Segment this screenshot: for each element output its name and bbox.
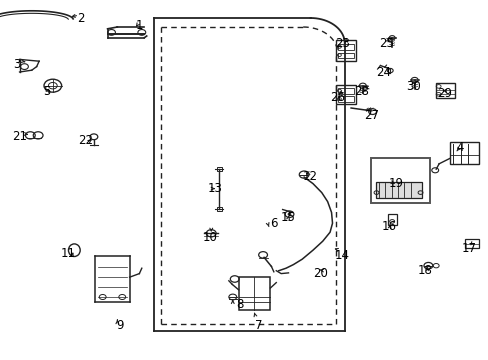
Bar xyxy=(338,88,353,94)
Text: 19: 19 xyxy=(388,177,403,190)
Text: 23: 23 xyxy=(334,37,349,50)
Bar xyxy=(338,96,353,102)
Text: 8: 8 xyxy=(235,298,243,311)
Text: 25: 25 xyxy=(378,37,393,50)
Text: 15: 15 xyxy=(281,211,295,224)
Bar xyxy=(464,239,478,248)
Bar xyxy=(216,167,221,171)
Text: 9: 9 xyxy=(116,319,123,332)
Bar xyxy=(449,142,478,164)
Text: 28: 28 xyxy=(354,85,368,98)
Text: 3: 3 xyxy=(13,58,21,71)
Text: 6: 6 xyxy=(269,217,277,230)
Text: 29: 29 xyxy=(437,87,451,100)
Text: 22: 22 xyxy=(78,134,93,147)
Bar xyxy=(435,83,454,98)
Bar xyxy=(375,182,421,198)
Text: 12: 12 xyxy=(303,170,317,183)
Text: 10: 10 xyxy=(203,231,217,244)
Bar xyxy=(238,277,270,310)
Text: 1: 1 xyxy=(135,19,143,32)
Circle shape xyxy=(287,213,290,215)
Bar xyxy=(336,40,355,61)
Bar xyxy=(338,44,353,50)
Text: 11: 11 xyxy=(61,247,76,260)
Text: 5: 5 xyxy=(42,85,50,98)
Text: 24: 24 xyxy=(376,66,390,78)
Text: 21: 21 xyxy=(12,130,27,143)
Bar xyxy=(338,53,353,58)
Bar xyxy=(216,207,221,211)
Text: 17: 17 xyxy=(461,242,476,255)
Text: 27: 27 xyxy=(364,109,378,122)
Text: 18: 18 xyxy=(417,264,432,276)
Text: 20: 20 xyxy=(312,267,327,280)
Text: 13: 13 xyxy=(207,183,222,195)
Text: 4: 4 xyxy=(455,141,463,154)
Text: 7: 7 xyxy=(255,319,263,332)
Bar xyxy=(387,214,396,225)
Text: 14: 14 xyxy=(334,249,349,262)
Bar xyxy=(336,85,355,104)
Text: 26: 26 xyxy=(329,91,344,104)
Text: 16: 16 xyxy=(381,220,395,233)
Text: 30: 30 xyxy=(405,80,420,93)
Bar xyxy=(370,158,429,203)
Text: 2: 2 xyxy=(77,12,84,24)
